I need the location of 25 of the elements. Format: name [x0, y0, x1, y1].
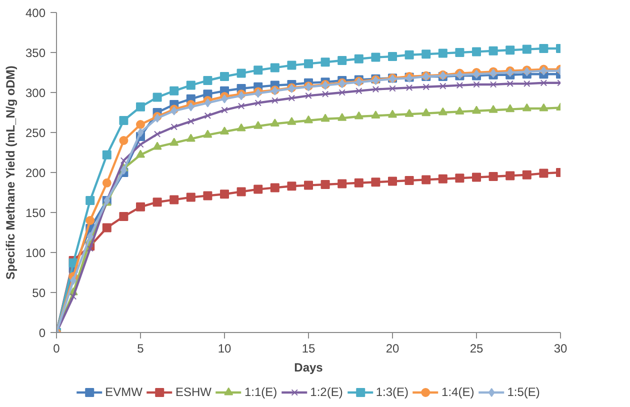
x-tick-label: 5	[137, 342, 144, 356]
y-tick-label: 200	[25, 166, 46, 180]
x-tick-label: 30	[554, 342, 568, 356]
x-tick-label: 20	[386, 342, 400, 356]
x-tick-label: 10	[218, 342, 232, 356]
y-tick-label: 350	[25, 46, 46, 60]
legend-label: 1:1(E)	[244, 385, 278, 399]
y-tick-label: 100	[25, 246, 46, 260]
legend-label: 1:5(E)	[507, 385, 540, 399]
x-tick-label: 25	[470, 342, 484, 356]
legend-label: 1:3(E)	[376, 385, 409, 399]
y-tick-label: 0	[38, 326, 46, 340]
x-tick-label: 0	[53, 342, 60, 356]
y-tick-label: 400	[25, 6, 46, 20]
y-axis-title: Specific Methane Yield (mL_N/g oDM)	[3, 66, 18, 280]
x-axis-title: Days	[294, 360, 324, 374]
legend-label: ESHW	[175, 385, 212, 399]
y-tick-label: 150	[25, 206, 46, 220]
legend-label: EVMW	[105, 385, 142, 399]
legend-label: 1:4(E)	[442, 385, 474, 399]
y-tick-label: 250	[25, 126, 46, 140]
y-tick-label: 50	[32, 286, 46, 300]
y-tick-label: 300	[25, 86, 46, 100]
x-tick-label: 15	[302, 342, 316, 356]
legend-label: 1:2(E)	[310, 385, 343, 399]
